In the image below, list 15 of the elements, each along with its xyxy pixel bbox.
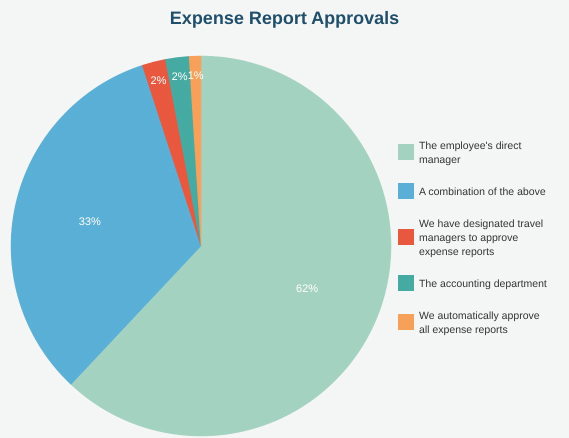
pie-slice	[10, 65, 202, 385]
legend-label: The accounting department	[419, 278, 547, 290]
data-label: 2%	[150, 75, 167, 88]
legend-label: The employee's direct manager	[419, 140, 522, 166]
pie-slice	[165, 56, 202, 246]
chart-title: Expense Report Approvals	[170, 8, 400, 28]
pie-slice	[142, 59, 202, 246]
pie-slice	[188, 56, 202, 246]
legend-label: We automatically approve all expense reports	[419, 310, 540, 336]
pie-slice	[70, 56, 392, 436]
data-label: 2%	[172, 71, 188, 84]
data-label: 33%	[78, 216, 101, 228]
legend-label: We have designated travel managers to approve expense reports	[419, 218, 544, 258]
data-label: 62%	[296, 282, 318, 295]
legend-label: A combination of the above	[419, 186, 546, 198]
